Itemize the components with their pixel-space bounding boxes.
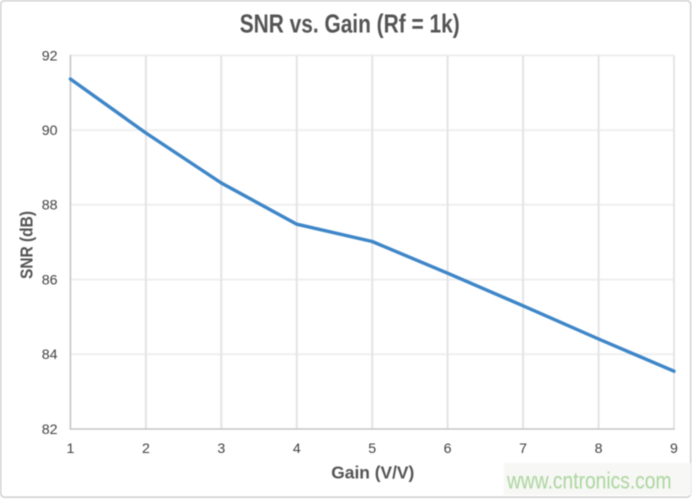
svg-text:SNR vs. Gain (Rf = 1k): SNR vs. Gain (Rf = 1k)	[240, 9, 460, 39]
svg-text:90: 90	[42, 123, 58, 139]
svg-text:86: 86	[42, 273, 58, 289]
svg-text:1: 1	[66, 441, 74, 457]
svg-text:9: 9	[670, 441, 678, 457]
svg-text:82: 82	[42, 422, 58, 438]
svg-text:6: 6	[444, 441, 452, 457]
svg-text:84: 84	[42, 347, 58, 363]
svg-text:Gain (V/V): Gain (V/V)	[331, 462, 414, 482]
svg-text:92: 92	[42, 48, 58, 64]
svg-text:www.cntronics.com: www.cntronics.com	[506, 468, 671, 494]
svg-text:4: 4	[293, 441, 301, 457]
svg-text:5: 5	[368, 441, 376, 457]
svg-text:SNR (dB): SNR (dB)	[16, 211, 36, 279]
svg-text:8: 8	[595, 441, 603, 457]
svg-text:88: 88	[42, 198, 58, 214]
svg-text:3: 3	[217, 441, 225, 457]
svg-text:2: 2	[142, 441, 150, 457]
svg-text:7: 7	[519, 441, 527, 457]
